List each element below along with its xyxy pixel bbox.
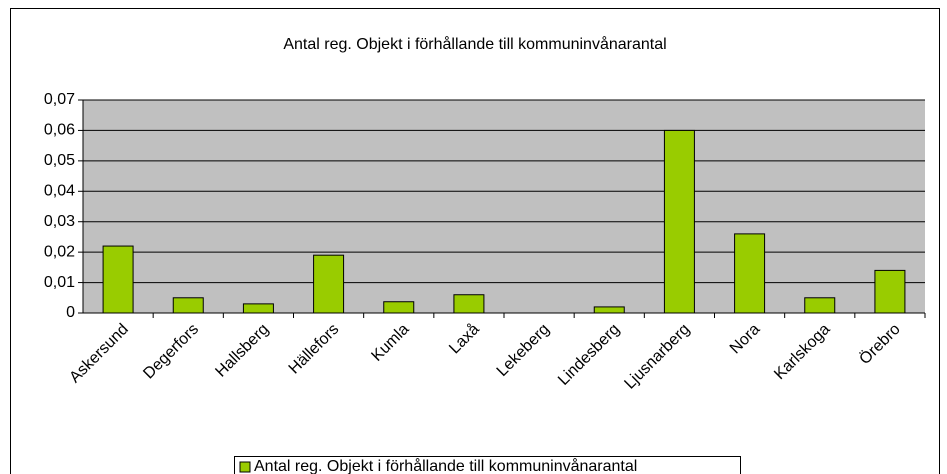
plot-area — [83, 100, 925, 313]
legend-box — [234, 456, 741, 474]
y-tick-label: 0,07 — [44, 91, 75, 108]
y-tick-label: 0,03 — [44, 213, 75, 230]
bar — [242, 303, 274, 314]
bar — [663, 129, 695, 314]
bar — [102, 245, 134, 314]
legend-label: Antal reg. Objekt i förhållande till kom… — [254, 457, 637, 474]
bar — [874, 269, 906, 314]
bar — [383, 301, 415, 314]
chart-title: Antal reg. Objekt i förhållande till kom… — [283, 35, 666, 53]
bar — [172, 297, 204, 314]
y-tick-label: 0,01 — [44, 274, 75, 291]
y-tick-label: 0 — [66, 304, 75, 321]
y-tick-label: 0,06 — [44, 122, 75, 139]
y-tick-label: 0,04 — [44, 183, 75, 200]
bar — [804, 297, 836, 314]
y-tick-label: 0,05 — [44, 152, 75, 169]
bar — [593, 306, 625, 314]
legend-swatch — [239, 461, 251, 473]
bar — [734, 233, 766, 314]
y-tick-label: 0,02 — [44, 243, 75, 260]
bar — [453, 294, 485, 314]
bar — [313, 254, 345, 314]
